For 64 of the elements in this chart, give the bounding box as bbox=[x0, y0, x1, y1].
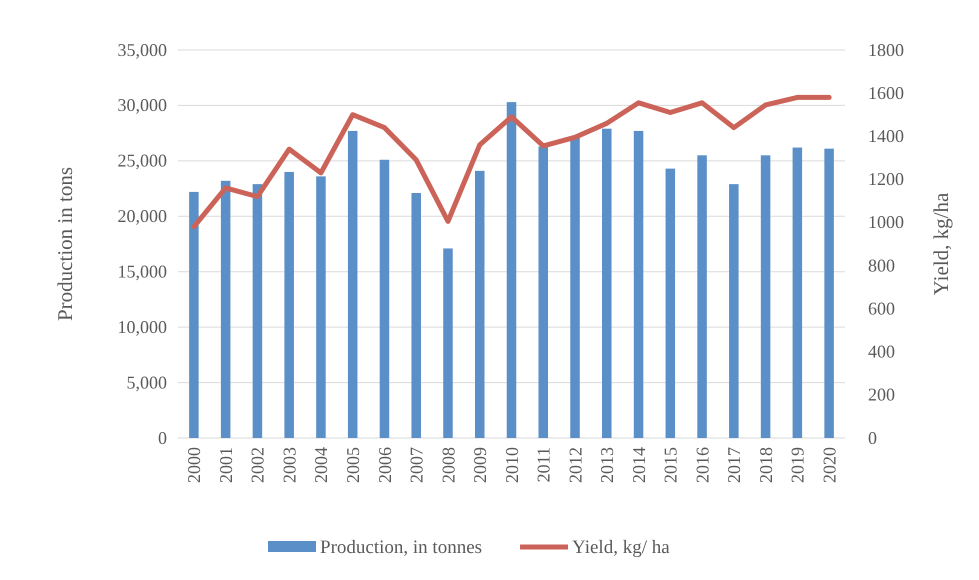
bar bbox=[729, 184, 739, 438]
y-tick-label: 30,000 bbox=[118, 95, 167, 116]
y-tick-label: 15,000 bbox=[118, 261, 167, 282]
y-tick-label: 10,000 bbox=[118, 316, 167, 337]
y-tick-label: 5,000 bbox=[126, 372, 167, 392]
y2-tick-label: 1400 bbox=[868, 126, 904, 146]
bar bbox=[220, 180, 230, 438]
x-tick-label: 2007 bbox=[406, 447, 427, 483]
x-tick-label: 2014 bbox=[628, 447, 649, 483]
x-tick-label: 2008 bbox=[438, 447, 458, 483]
bar bbox=[824, 148, 834, 438]
bar bbox=[474, 170, 485, 438]
x-tick-label: 2006 bbox=[374, 447, 395, 483]
y2-tick-label: 1200 bbox=[868, 169, 904, 190]
y2-tick-label: 1000 bbox=[868, 212, 904, 232]
bar bbox=[538, 146, 548, 438]
y2-tick-label: 0 bbox=[868, 428, 877, 448]
x-tick-label: 2020 bbox=[819, 447, 840, 483]
y-tick-label: 20,000 bbox=[118, 206, 167, 226]
y2-tick-label: 400 bbox=[868, 342, 895, 362]
bar bbox=[284, 172, 294, 438]
bar bbox=[189, 192, 199, 438]
x-tick-label: 2005 bbox=[342, 447, 363, 483]
bar bbox=[506, 102, 516, 438]
bar bbox=[411, 193, 421, 438]
x-tick-label: 2001 bbox=[216, 447, 236, 483]
y-tick-label: 0 bbox=[158, 428, 167, 448]
y2-tick-label: 1800 bbox=[868, 40, 904, 60]
bar bbox=[666, 168, 676, 438]
y2-tick-label: 800 bbox=[868, 255, 895, 276]
x-tick-label: 2015 bbox=[660, 447, 681, 483]
x-tick-label: 2016 bbox=[692, 447, 712, 483]
x-tick-label: 2010 bbox=[502, 447, 522, 483]
bar bbox=[443, 248, 453, 438]
x-tick-label: 2012 bbox=[565, 447, 586, 483]
y2-axis-title: Yield, kg/ha bbox=[929, 192, 953, 296]
y2-tick-label: 1600 bbox=[868, 82, 904, 103]
x-tick-label: 2017 bbox=[724, 447, 744, 483]
bar bbox=[380, 160, 390, 438]
y2-tick-label: 600 bbox=[868, 298, 895, 318]
legend-label: Yield, kg/ ha bbox=[572, 537, 670, 558]
x-tick-label: 2019 bbox=[788, 447, 808, 483]
bar bbox=[792, 148, 802, 438]
y-tick-label: 35,000 bbox=[118, 40, 167, 60]
x-tick-label: 2018 bbox=[756, 447, 776, 483]
bar bbox=[348, 130, 358, 438]
bar bbox=[252, 184, 262, 438]
y2-tick-label: 200 bbox=[868, 384, 895, 405]
bar bbox=[634, 130, 644, 438]
x-tick-label: 2004 bbox=[311, 447, 332, 483]
bar bbox=[316, 176, 326, 438]
x-tick-label: 2013 bbox=[597, 447, 618, 483]
x-tick-label: 2011 bbox=[534, 447, 554, 482]
bar bbox=[760, 155, 770, 438]
bar bbox=[570, 138, 580, 438]
x-tick-label: 2003 bbox=[279, 447, 300, 483]
bar bbox=[697, 155, 707, 438]
x-tick-label: 2000 bbox=[184, 447, 204, 483]
x-tick-label: 2009 bbox=[470, 447, 490, 483]
y-axis-title: Production in tons bbox=[53, 166, 77, 322]
x-tick-label: 2002 bbox=[248, 447, 268, 483]
legend-label: Production, in tonnes bbox=[320, 537, 482, 558]
bar bbox=[602, 128, 612, 438]
y-tick-label: 25,000 bbox=[118, 150, 167, 171]
